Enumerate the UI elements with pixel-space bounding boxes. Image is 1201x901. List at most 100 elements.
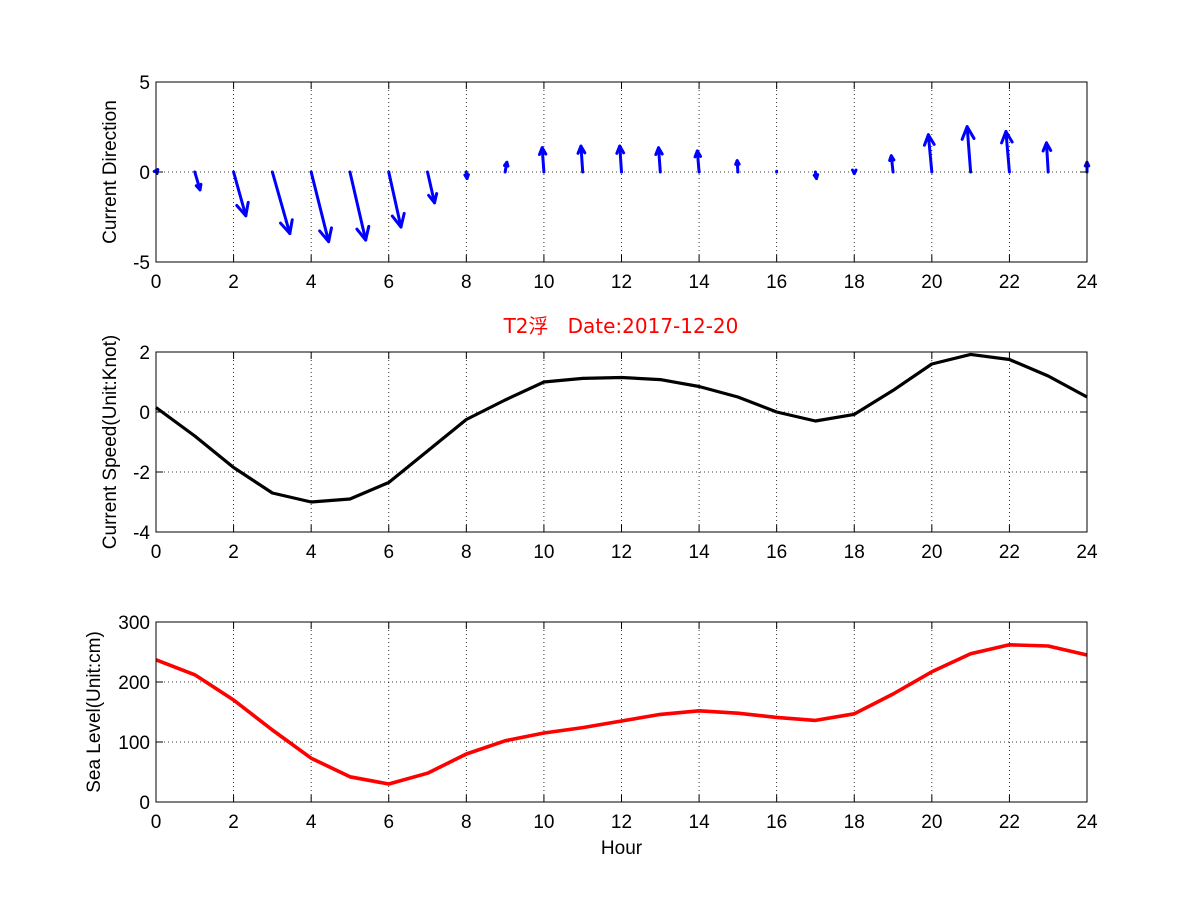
current-vector xyxy=(1041,141,1053,174)
vector-head xyxy=(1000,130,1014,145)
vector-head xyxy=(1041,141,1053,153)
x-tick-label: 6 xyxy=(383,542,394,563)
current-vector xyxy=(851,168,858,176)
y-tick-label: 300 xyxy=(118,613,150,634)
current-vector xyxy=(309,170,333,244)
current-vector xyxy=(348,170,371,242)
vector-shaft xyxy=(232,170,248,218)
x-tick-label: 14 xyxy=(689,812,711,833)
vector-series xyxy=(152,125,1091,244)
vector-head xyxy=(576,144,587,155)
current-vector xyxy=(654,146,664,174)
x-tick-label: 16 xyxy=(766,542,787,563)
series-line xyxy=(155,642,1088,786)
current-vector xyxy=(387,170,406,229)
y-tick-label: 0 xyxy=(139,403,150,424)
x-tick-label: 4 xyxy=(306,812,317,833)
vector-shaft xyxy=(540,146,546,174)
vector-shaft xyxy=(1004,130,1011,174)
y-tick-label: -5 xyxy=(133,253,150,274)
current-vector xyxy=(693,149,703,174)
vector-shaft xyxy=(387,170,403,229)
y-axis-label: Sea Level(Unit:cm) xyxy=(84,631,105,793)
series-line xyxy=(155,352,1088,504)
vector-shaft xyxy=(270,170,292,236)
vector-head xyxy=(888,154,896,162)
y-tick-label: -2 xyxy=(133,463,150,484)
vector-head xyxy=(922,133,936,147)
current-vector xyxy=(537,146,548,174)
vector-shaft xyxy=(695,149,701,174)
y-tick-label: 2 xyxy=(139,343,150,364)
y-tick-label: 5 xyxy=(139,73,150,94)
vector-shaft xyxy=(965,125,973,174)
vector-shaft xyxy=(579,144,585,174)
x-tick-label: 12 xyxy=(611,272,632,293)
vector-shaft xyxy=(309,170,331,244)
x-tick-label: 8 xyxy=(461,542,472,563)
figure-title: T2浮 Date:2017-12-20 xyxy=(503,314,739,338)
x-tick-label: 18 xyxy=(844,272,865,293)
current-vector xyxy=(734,159,741,174)
vector-head xyxy=(194,182,203,192)
vector-head xyxy=(427,192,439,205)
vector-shaft xyxy=(426,170,437,205)
x-tick-label: 12 xyxy=(611,812,632,833)
current-vector xyxy=(232,170,250,218)
current-vector xyxy=(812,170,820,180)
vector-head xyxy=(851,168,858,176)
x-tick-label: 16 xyxy=(766,812,787,833)
x-tick-label: 10 xyxy=(533,812,554,833)
current-vector xyxy=(426,170,439,205)
vector-head xyxy=(463,173,470,180)
x-tick-label: 0 xyxy=(151,812,162,833)
vector-head xyxy=(279,218,294,236)
y-tick-label: 100 xyxy=(118,733,150,754)
vector-head xyxy=(615,144,626,155)
x-tick-label: 2 xyxy=(228,272,239,293)
x-tick-label: 0 xyxy=(151,542,162,563)
x-axis-label: Hour xyxy=(601,838,643,859)
x-tick-label: 6 xyxy=(383,812,394,833)
x-tick-label: 6 xyxy=(383,272,394,293)
y-tick-label: 0 xyxy=(139,793,150,814)
vector-shaft xyxy=(618,144,623,174)
vector-head xyxy=(390,211,406,229)
x-tick-label: 10 xyxy=(533,272,554,293)
x-tick-label: 2 xyxy=(228,812,239,833)
current-vector xyxy=(270,170,294,236)
x-tick-label: 4 xyxy=(306,272,317,293)
x-tick-label: 24 xyxy=(1076,272,1098,293)
y-tick-label: -4 xyxy=(133,523,150,544)
y-tick-label: 200 xyxy=(118,673,150,694)
x-tick-label: 22 xyxy=(999,542,1020,563)
x-tick-label: 24 xyxy=(1076,542,1098,563)
x-tick-label: 12 xyxy=(611,542,632,563)
vector-shaft xyxy=(926,133,934,174)
current-vector xyxy=(463,170,470,180)
x-tick-label: 14 xyxy=(689,542,711,563)
x-tick-label: 20 xyxy=(921,812,942,833)
x-tick-label: 18 xyxy=(844,812,865,833)
vector-shaft xyxy=(1044,141,1050,174)
vector-head xyxy=(235,200,250,218)
x-tick-label: 16 xyxy=(766,272,787,293)
current-vector xyxy=(615,144,626,174)
vector-shaft xyxy=(348,170,368,242)
y-axis-label: Current Speed(Unit:Knot) xyxy=(100,335,121,549)
vector-head xyxy=(503,160,510,168)
x-tick-label: 8 xyxy=(461,812,472,833)
vector-head xyxy=(812,173,820,180)
x-tick-label: 8 xyxy=(461,272,472,293)
vector-head xyxy=(960,125,976,141)
current-vector xyxy=(922,133,936,174)
vector-head xyxy=(318,226,333,244)
vector-head xyxy=(693,149,703,159)
current-vector xyxy=(576,144,587,174)
vector-head xyxy=(355,224,371,242)
x-tick-label: 14 xyxy=(689,272,711,293)
